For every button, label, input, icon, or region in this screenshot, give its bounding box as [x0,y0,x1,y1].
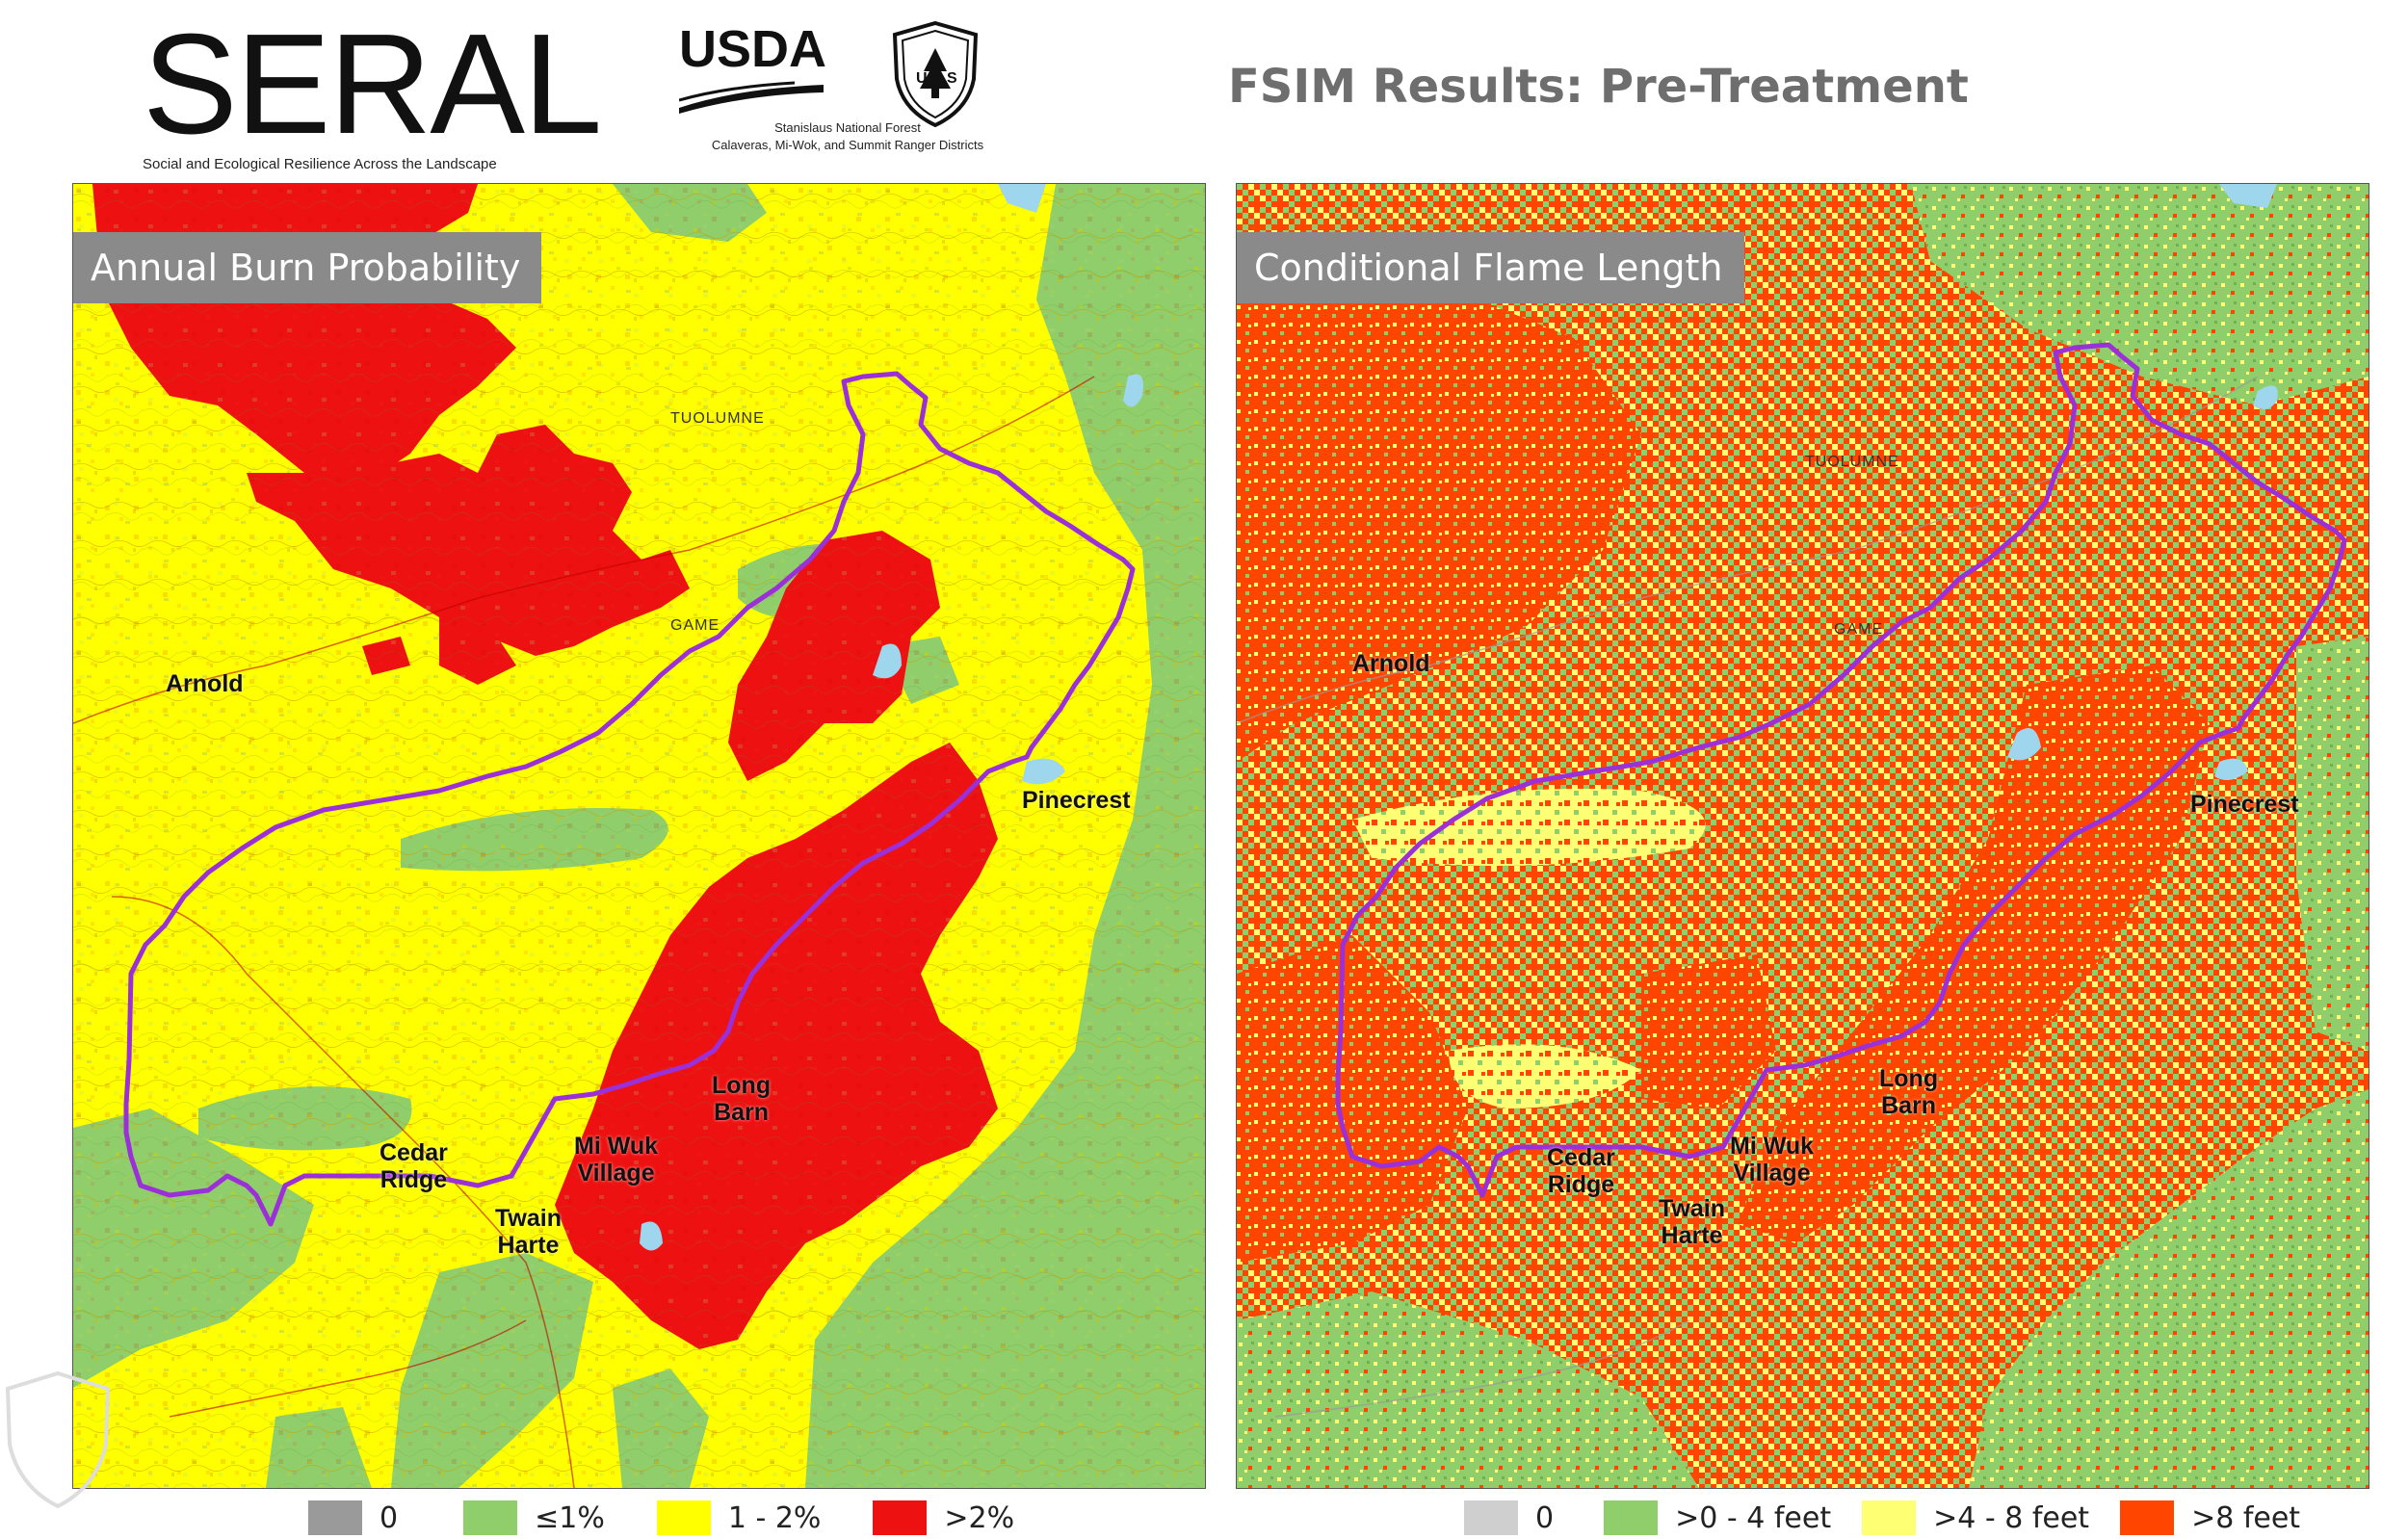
burn-probability-legend: 0 ≤1% 1 - 2% >2% [308,1499,1045,1537]
right-map-title: Conditional Flame Length [1237,232,1744,303]
svg-text:U: U [916,70,928,87]
legend-label: >4 - 8 feet [1933,1500,2090,1535]
legend-label: ≤1% [535,1500,605,1535]
project-boundary [1335,342,2347,1198]
usda-line-1: Stanislaus National Forest [774,120,921,135]
burn-probability-raster [73,184,1205,1488]
flame-length-raster [1237,184,2369,1488]
flame-length-class-low [1969,1089,2369,1488]
legend-swatch [2120,1500,2175,1535]
seral-title: SERAL [143,5,602,164]
legend-swatch [656,1500,711,1535]
legend-swatch [1862,1500,1917,1535]
legend-item-zero: 0 [308,1500,398,1535]
page-title: FSIM Results: Pre-Treatment [1228,60,1969,114]
right-label-game: GAME [1834,621,1884,638]
right-place-cedar-ridge: Cedar Ridge [1547,1144,1615,1198]
left-place-long-barn: Long Barn [712,1072,772,1126]
left-place-arnold: Arnold [166,670,244,697]
left-place-mi-wuk-village: Mi Wuk Village [574,1133,659,1187]
legend-item-mid: >4 - 8 feet [1862,1500,2089,1535]
legend-label: 0 [1535,1500,1555,1535]
legend-item-high: >2% [873,1500,1014,1535]
svg-text:S: S [947,70,957,87]
left-label-game: GAME [670,617,720,634]
legend-swatch [1464,1500,1518,1535]
usda-line-2: Calaveras, Mi-Wok, and Summit Ranger Dis… [711,138,984,152]
legend-swatch [873,1500,928,1535]
flame-length-legend: 0 >0 - 4 feet >4 - 8 feet >8 feet [1464,1499,2331,1537]
legend-label: >0 - 4 feet [1675,1500,1832,1535]
seral-subtitle: Social and Ecological Resilience Across … [143,156,497,172]
right-place-long-barn: Long Barn [1879,1065,1939,1119]
legend-label: 0 [380,1500,399,1535]
legend-item-low: ≤1% [463,1500,605,1535]
right-place-twain-harte: Twain Harte [1659,1195,1725,1249]
forest-service-shield-icon: U S [892,21,979,127]
legend-swatch [1604,1500,1659,1535]
legend-label: 1 - 2% [727,1500,822,1535]
right-place-pinecrest: Pinecrest [2190,791,2299,818]
legend-item-mid: 1 - 2% [656,1500,822,1535]
right-place-mi-wuk-village: Mi Wuk Village [1730,1133,1815,1187]
left-place-twain-harte: Twain Harte [495,1205,562,1259]
legend-label: >8 feet [2191,1500,2301,1535]
usda-logo: USDA Stanislaus National Forest Calavera… [679,19,1016,154]
forest-service-watermark-icon [5,1370,111,1509]
legend-item-zero: 0 [1464,1500,1554,1535]
right-label-tuolumne: TUOLUMNE [1805,454,1899,470]
right-place-arnold: Arnold [1352,650,1430,677]
left-place-pinecrest: Pinecrest [1022,787,1131,814]
legend-swatch [308,1500,362,1535]
left-map-title: Annual Burn Probability [73,232,542,303]
left-label-tuolumne: TUOLUMNE [670,410,765,427]
flame-length-class-high [1237,280,1641,762]
left-place-cedar-ridge: Cedar Ridge [380,1139,448,1193]
legend-swatch [463,1500,518,1535]
usda-swoosh-icon [679,81,824,114]
flame-length-map: Conditional Flame Length TUOLUMNE GAME A… [1236,183,2369,1489]
project-boundary [123,371,1136,1227]
flame-length-class-mid [1352,789,1706,866]
legend-item-high: >8 feet [2120,1500,2300,1535]
burn-probability-map: Annual Burn Probability TUOLUMNE GAME Ar… [72,183,1206,1489]
seral-logo: SERAL Social and Ecological Resilience A… [143,5,602,173]
usda-wordmark: USDA [679,20,827,78]
legend-item-low: >0 - 4 feet [1604,1500,1831,1535]
legend-label: >2% [944,1500,1015,1535]
